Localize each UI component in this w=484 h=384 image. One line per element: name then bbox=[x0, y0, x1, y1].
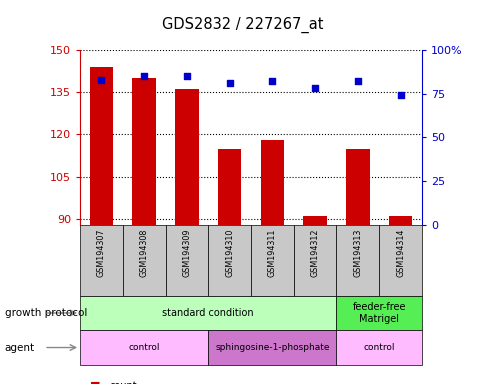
Bar bbox=[336, 330, 421, 365]
Bar bbox=[302, 216, 326, 225]
Text: GSM194311: GSM194311 bbox=[267, 229, 276, 277]
Point bbox=[225, 80, 233, 86]
Bar bbox=[132, 78, 155, 225]
Bar bbox=[165, 225, 208, 296]
Point bbox=[311, 85, 318, 91]
Point bbox=[268, 78, 276, 84]
Point bbox=[140, 73, 148, 79]
Text: GSM194314: GSM194314 bbox=[395, 229, 404, 277]
Text: GDS2832 / 227267_at: GDS2832 / 227267_at bbox=[162, 17, 322, 33]
Bar bbox=[336, 296, 421, 330]
Bar bbox=[217, 149, 241, 225]
Bar bbox=[122, 225, 165, 296]
Bar bbox=[346, 149, 369, 225]
Text: standard condition: standard condition bbox=[162, 308, 254, 318]
Text: agent: agent bbox=[5, 343, 35, 353]
Text: ■: ■ bbox=[90, 381, 100, 384]
Text: GSM194309: GSM194309 bbox=[182, 229, 191, 277]
Text: GSM194307: GSM194307 bbox=[97, 229, 106, 277]
Text: control: control bbox=[128, 343, 160, 352]
Bar bbox=[90, 67, 113, 225]
Bar bbox=[208, 330, 336, 365]
Text: GSM194310: GSM194310 bbox=[225, 229, 234, 277]
Bar bbox=[175, 89, 198, 225]
Text: control: control bbox=[363, 343, 394, 352]
Text: sphingosine-1-phosphate: sphingosine-1-phosphate bbox=[215, 343, 329, 352]
Text: GSM194308: GSM194308 bbox=[139, 229, 148, 277]
Bar bbox=[336, 225, 378, 296]
Bar bbox=[80, 330, 208, 365]
Bar bbox=[293, 225, 336, 296]
Point bbox=[353, 78, 361, 84]
Text: feeder-free
Matrigel: feeder-free Matrigel bbox=[352, 302, 405, 324]
Bar bbox=[388, 216, 411, 225]
Text: GSM194312: GSM194312 bbox=[310, 229, 319, 277]
Text: count: count bbox=[109, 381, 136, 384]
Bar bbox=[80, 225, 122, 296]
Point bbox=[97, 76, 105, 83]
Bar bbox=[208, 225, 251, 296]
Bar bbox=[378, 225, 421, 296]
Bar bbox=[251, 225, 293, 296]
Point bbox=[182, 73, 190, 79]
Text: GSM194313: GSM194313 bbox=[353, 229, 362, 277]
Bar bbox=[80, 296, 336, 330]
Bar bbox=[260, 140, 284, 225]
Text: growth protocol: growth protocol bbox=[5, 308, 87, 318]
Point bbox=[396, 92, 404, 98]
